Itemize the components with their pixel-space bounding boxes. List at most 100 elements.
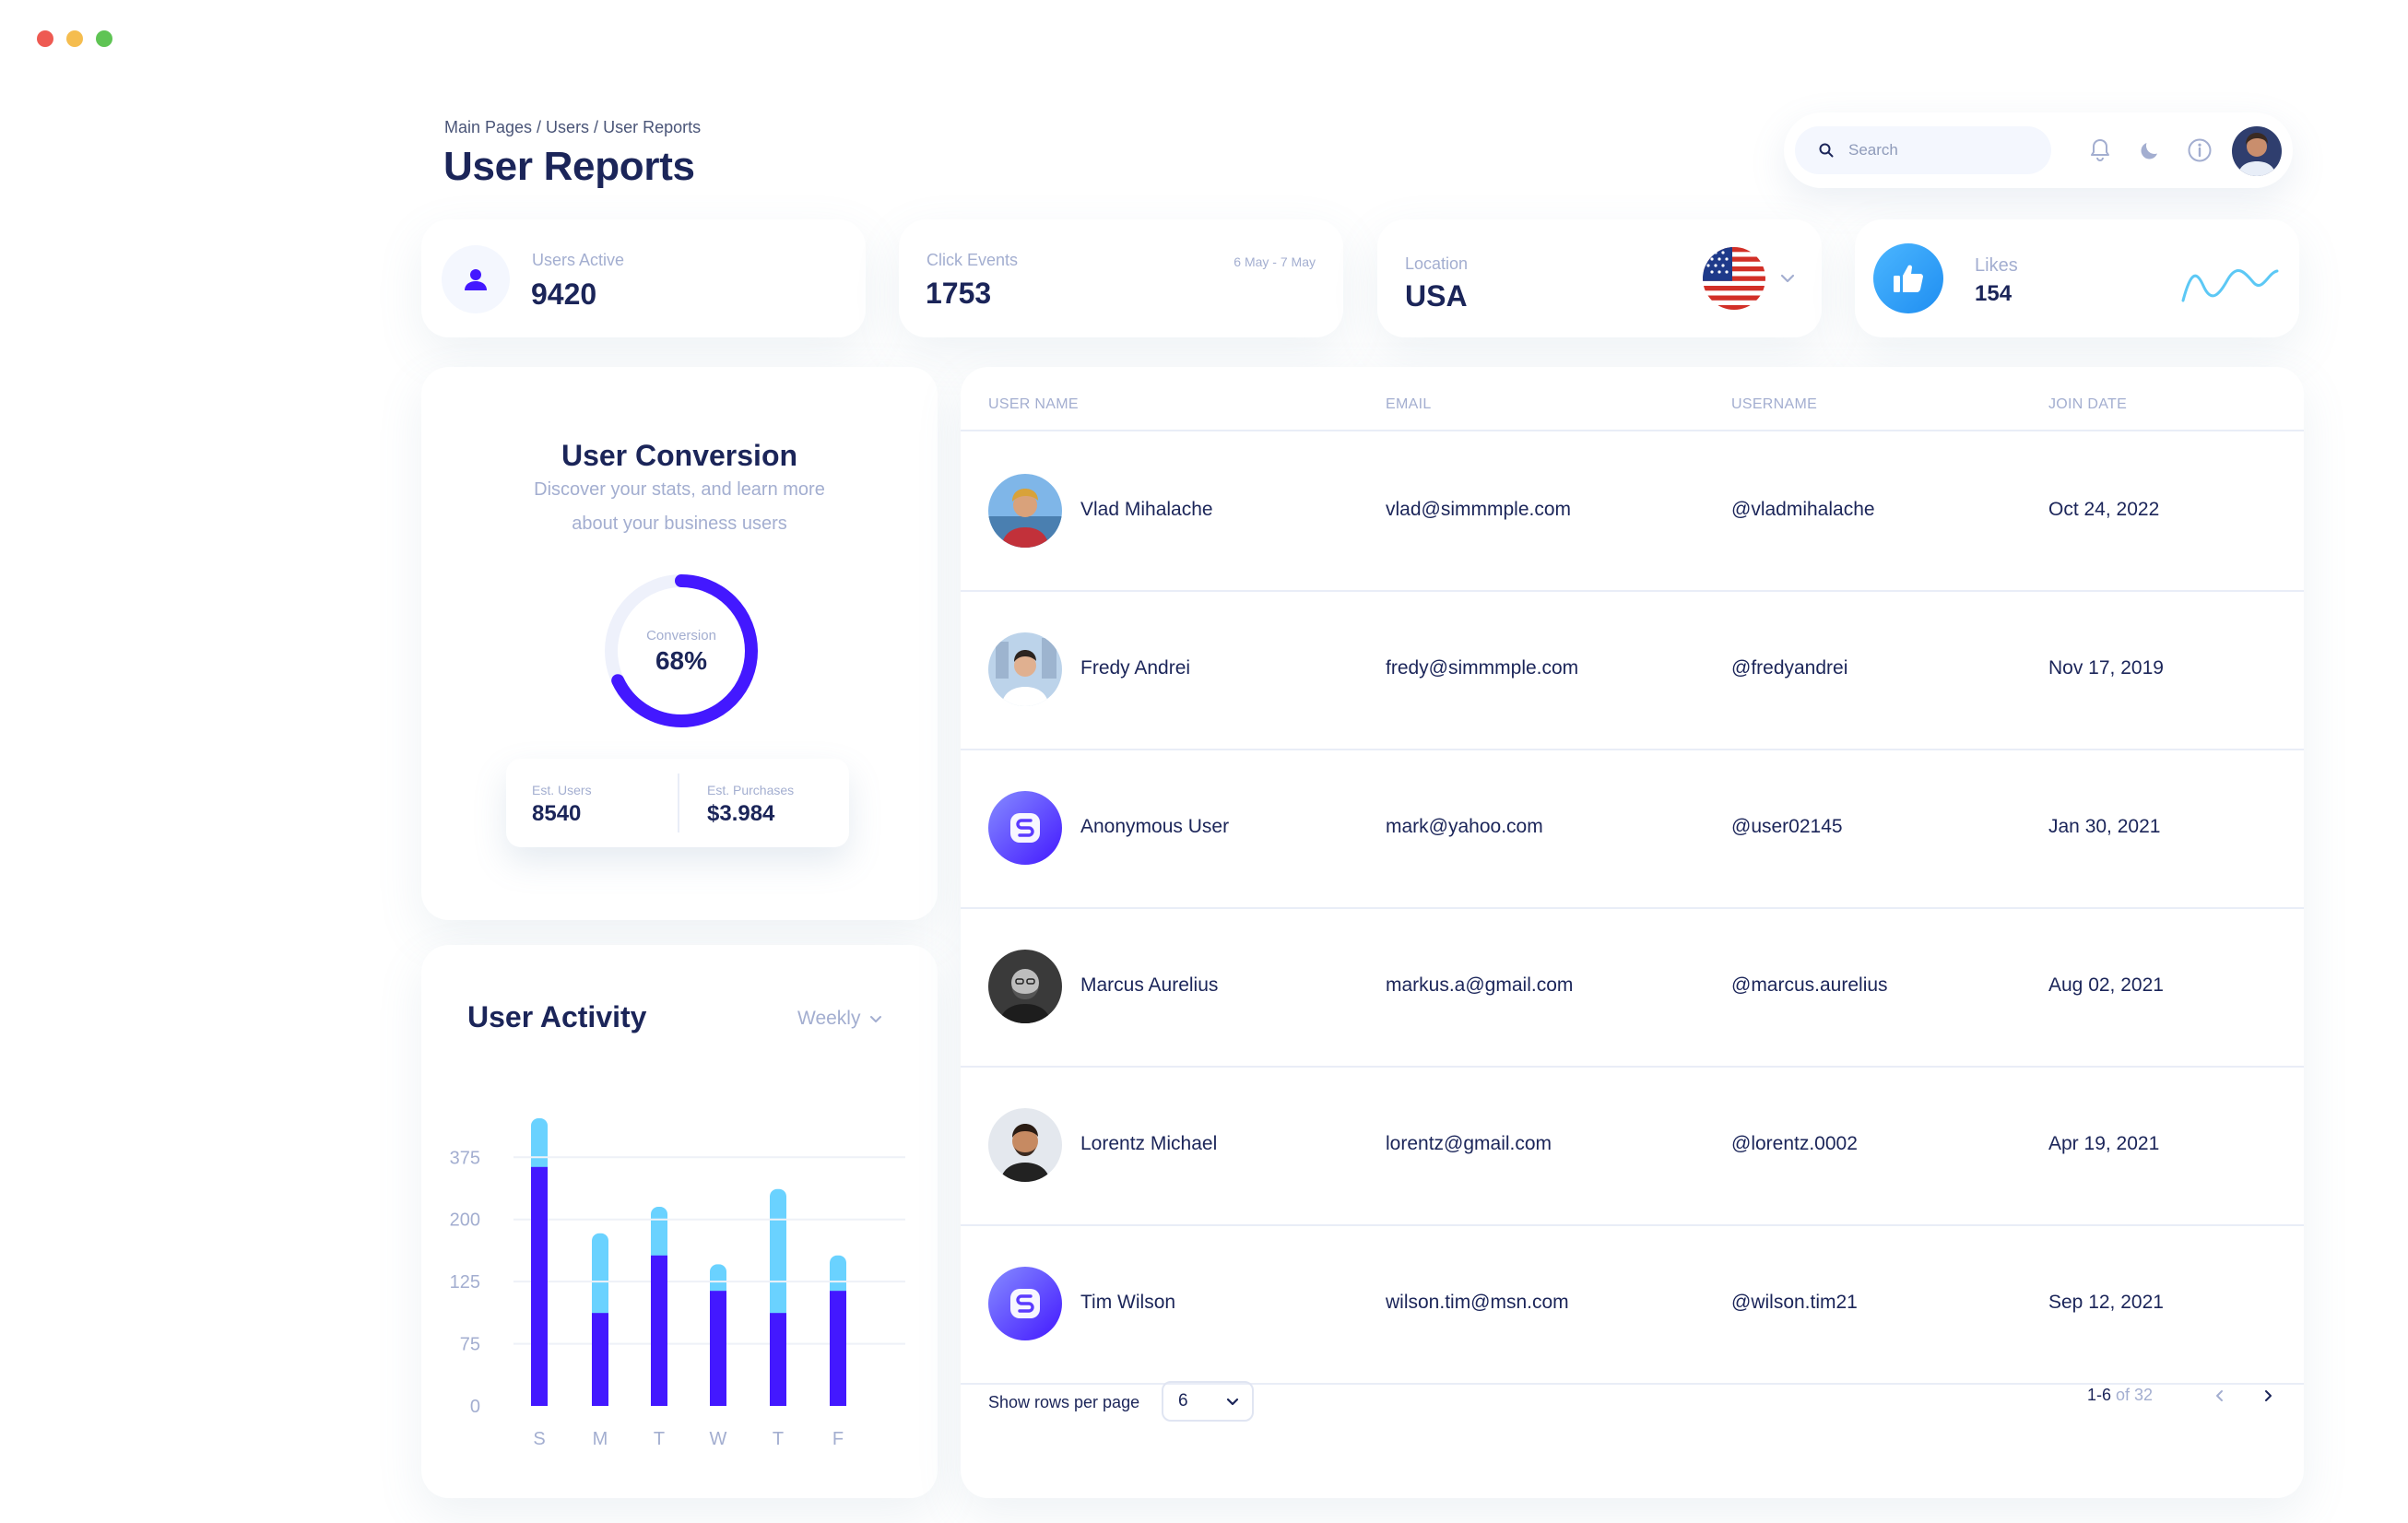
x-tick-label: F	[832, 1429, 844, 1449]
bar-segment-secondary[interactable]	[770, 1188, 786, 1323]
click-events-value: 1753	[926, 277, 992, 310]
username-cell: @fredyandrei	[1731, 657, 1848, 679]
stat-card-click-events: Click Events 1753 6 May - 7 May	[899, 219, 1343, 337]
bar-segment-primary[interactable]	[770, 1313, 786, 1406]
x-tick-label: T	[773, 1429, 784, 1449]
column-header-username[interactable]: USERNAME	[1731, 396, 1818, 412]
est-purchases-label: Est. Purchases	[707, 783, 795, 797]
username-cell: @vladmihalache	[1731, 499, 1875, 520]
username-cell: @lorentz.0002	[1731, 1133, 1858, 1154]
user-name-cell: Marcus Aurelius	[1080, 974, 1219, 996]
bar-segment-secondary[interactable]	[830, 1255, 846, 1301]
user-avatar	[988, 632, 1062, 706]
bar-segment-secondary[interactable]	[531, 1118, 548, 1176]
users-active-label: Users Active	[532, 251, 625, 269]
period-label: Weekly	[797, 1008, 861, 1029]
close-window-button[interactable]	[37, 30, 53, 47]
user-name-cell: Tim Wilson	[1080, 1292, 1176, 1313]
conversion-center-label: Conversion	[646, 628, 716, 643]
column-header-user-name[interactable]: USER NAME	[988, 396, 1079, 412]
stat-card-location: Location USA	[1377, 219, 1822, 337]
join-date-cell: Apr 19, 2021	[2048, 1133, 2160, 1154]
next-page-button[interactable]	[2257, 1385, 2279, 1407]
table-row[interactable]: Tim Wilson wilson.tim@msn.com @wilson.tim2…	[961, 1224, 2304, 1385]
search-box[interactable]	[1795, 126, 2051, 174]
column-header-join-date[interactable]: JOIN DATE	[2048, 396, 2128, 412]
users-table-card: USER NAME EMAIL USERNAME JOIN DATE Vlad …	[961, 367, 2304, 1498]
column-header-email[interactable]: EMAIL	[1386, 396, 1432, 412]
activity-title: User Activity	[467, 1000, 647, 1033]
usa-flag-icon[interactable]	[1703, 247, 1765, 310]
thumbs-up-icon	[1873, 243, 1943, 313]
x-tick-label: W	[710, 1429, 727, 1449]
activity-bar-chart: 0 75 125 200 375 S M T W T F	[450, 1118, 905, 1449]
y-tick-label: 375	[450, 1148, 480, 1168]
page-title: User Reports	[443, 144, 695, 189]
estimates-box: Est. Users 8540 Est. Purchases $3.984	[506, 759, 849, 847]
search-input[interactable]	[1847, 140, 2035, 160]
likes-label: Likes	[1975, 255, 2018, 276]
bell-icon[interactable]	[2086, 136, 2114, 164]
email-cell: wilson.tim@msn.com	[1386, 1292, 1569, 1313]
maximize-window-button[interactable]	[96, 30, 112, 47]
x-tick-label: S	[533, 1429, 545, 1449]
conversion-subtitle-line-1: Discover your stats, and learn more	[534, 479, 825, 500]
user-avatar[interactable]	[2232, 126, 2282, 176]
stat-card-users-active: Users Active 9420	[421, 219, 866, 337]
bar-segment-primary[interactable]	[592, 1313, 608, 1406]
username-cell: @user02145	[1731, 816, 1843, 837]
breadcrumb[interactable]: Main Pages / Users / User Reports	[444, 118, 702, 136]
table-row[interactable]: Marcus Aurelius markus.a@gmail.com @marcus…	[961, 907, 2304, 1068]
conversion-donut-chart	[605, 574, 758, 727]
conversion-percent: 68%	[655, 646, 708, 675]
est-users-label: Est. Users	[532, 783, 592, 797]
x-tick-label: M	[593, 1429, 608, 1449]
previous-page-button[interactable]	[2209, 1385, 2231, 1407]
pagination-range: 1-6	[2087, 1386, 2112, 1404]
y-tick-label: 200	[450, 1210, 480, 1231]
user-avatar	[988, 1108, 1062, 1182]
chevron-down-icon[interactable]	[1780, 271, 1795, 288]
minimize-window-button[interactable]	[66, 30, 83, 47]
email-cell: lorentz@gmail.com	[1386, 1133, 1552, 1154]
email-cell: mark@yahoo.com	[1386, 816, 1543, 837]
user-name-cell: Lorentz Michael	[1080, 1133, 1218, 1154]
y-tick-label: 125	[450, 1272, 480, 1293]
user-icon	[442, 245, 510, 313]
x-tick-label: T	[654, 1429, 665, 1449]
bar-segment-secondary[interactable]	[651, 1207, 667, 1265]
table-row[interactable]: Lorentz Michael lorentz@gmail.com @lorentz…	[961, 1066, 2304, 1226]
bar-segment-primary[interactable]	[531, 1166, 548, 1406]
username-cell: @wilson.tim21	[1731, 1292, 1858, 1313]
conversion-subtitle-line-2: about your business users	[572, 514, 787, 534]
join-date-cell: Nov 17, 2019	[2048, 657, 2164, 679]
email-cell: vlad@simmmple.com	[1386, 499, 1572, 520]
join-date-cell: Aug 02, 2021	[2048, 974, 2164, 996]
username-cell: @marcus.aurelius	[1731, 974, 1888, 996]
location-value: USA	[1405, 279, 1468, 313]
y-tick-label: 0	[470, 1397, 480, 1417]
bar-segment-primary[interactable]	[830, 1291, 846, 1406]
user-avatar	[988, 950, 1062, 1023]
user-activity-card: User Activity Weekly 0 75 125 200 375 S M T W T F	[421, 945, 938, 1498]
period-dropdown[interactable]: Weekly	[797, 1008, 882, 1030]
chevron-left-icon	[2216, 1390, 2223, 1401]
bar-segment-primary[interactable]	[651, 1255, 667, 1406]
est-users-value: 8540	[532, 801, 582, 826]
bar-segment-primary[interactable]	[710, 1291, 726, 1406]
info-icon[interactable]	[2186, 136, 2213, 164]
moon-icon[interactable]	[2136, 136, 2164, 164]
table-row[interactable]: Anonymous User mark@yahoo.com @user02145 Ja…	[961, 749, 2304, 909]
click-events-date-range: 6 May - 7 May	[1234, 254, 1316, 269]
conversion-subtitle: Discover your stats, and learn more abou…	[513, 473, 845, 541]
table-row[interactable]: Fredy Andrei fredy@simmmple.com @fredyandr…	[961, 590, 2304, 750]
stat-card-likes: Likes 154	[1855, 219, 2299, 337]
table-row[interactable]: Vlad Mihalache vlad@simmmple.com @vladmiha…	[961, 431, 2304, 592]
est-purchases-value: $3.984	[707, 801, 775, 826]
top-navbar	[1784, 112, 2293, 188]
user-avatar	[988, 791, 1062, 865]
bar-segment-secondary[interactable]	[592, 1233, 608, 1323]
rows-per-page-select[interactable]: 6	[1162, 1381, 1254, 1422]
user-conversion-card: User Conversion Discover your stats, and…	[421, 367, 938, 920]
conversion-progress-arc	[605, 574, 758, 727]
